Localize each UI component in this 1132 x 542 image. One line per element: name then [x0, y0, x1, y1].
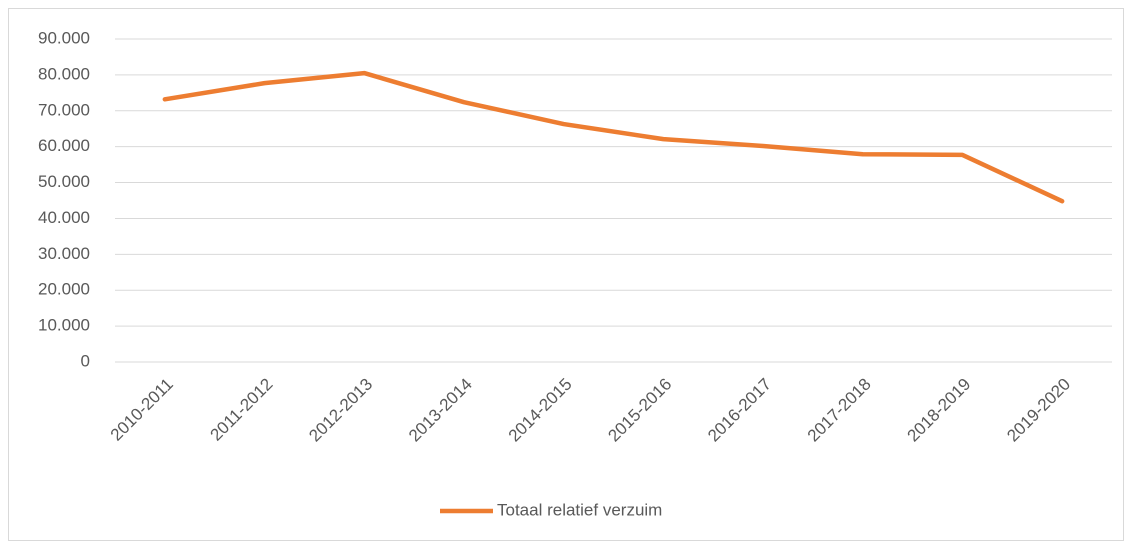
- y-tick-label: 50.000: [38, 172, 90, 191]
- y-tick-label: 90.000: [38, 28, 90, 47]
- chart-frame: [8, 8, 1124, 541]
- legend-label: Totaal relatief verzuim: [497, 500, 662, 519]
- y-tick-label: 70.000: [38, 100, 90, 119]
- y-tick-label: 80.000: [38, 64, 90, 83]
- y-tick-label: 60.000: [38, 136, 90, 155]
- y-tick-label: 40.000: [38, 208, 90, 227]
- y-tick-label: 0: [81, 351, 90, 370]
- y-tick-label: 10.000: [38, 316, 90, 335]
- y-tick-label: 30.000: [38, 244, 90, 263]
- data-line: [162, 70, 1065, 204]
- y-tick-label: 20.000: [38, 280, 90, 299]
